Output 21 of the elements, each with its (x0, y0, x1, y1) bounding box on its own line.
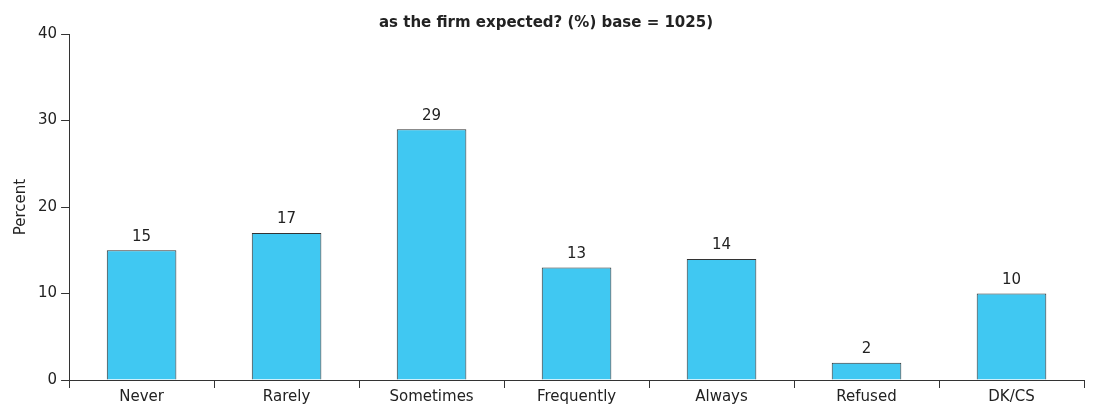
x-tick-label: Frequently (536, 386, 617, 405)
x-tick-label: DK/CS (988, 386, 1035, 405)
x-tick-label: Always (695, 386, 748, 405)
x-tick-label: Sometimes (389, 386, 474, 405)
data-label: 17 (277, 209, 297, 228)
y-tick-label: 0 (47, 369, 58, 388)
y-axis-title: Percent (10, 178, 29, 236)
data-label: 2 (861, 339, 872, 358)
data-label: 15 (132, 226, 152, 245)
y-tick-label: 20 (37, 196, 58, 215)
y-tick-label: 10 (37, 283, 58, 302)
data-label: 14 (711, 235, 732, 254)
chart-title: as the firm expected? (%) base = 1025) (378, 12, 714, 31)
data-label: 29 (422, 105, 442, 124)
x-tick-label: Refused (836, 386, 897, 405)
data-label: 13 (567, 243, 587, 262)
data-label: 10 (1001, 269, 1022, 288)
y-tick-label: 30 (37, 110, 58, 129)
y-tick-label: 40 (37, 23, 58, 42)
x-tick-label: Rarely (262, 386, 311, 405)
x-tick-label: Never (119, 386, 165, 405)
